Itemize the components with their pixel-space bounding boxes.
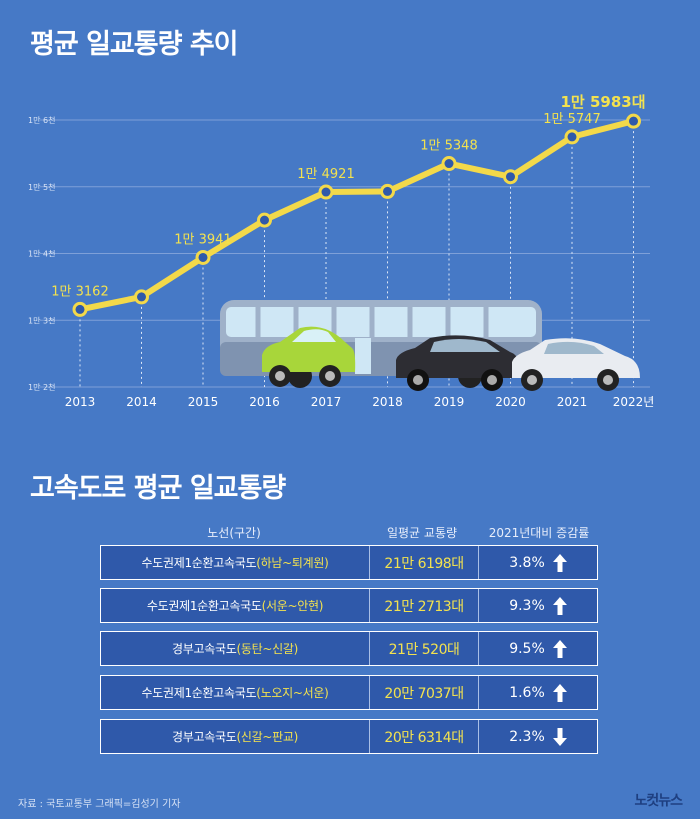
change-cell: 9.5% bbox=[479, 632, 597, 665]
route-cell: 경부고속국도 (신갈~판교) bbox=[101, 720, 369, 753]
traffic-series-line bbox=[77, 118, 637, 313]
table-row: 수도권제1순환고속국도 (서운~안현) 21만 2713대 9.3% bbox=[100, 588, 598, 623]
road-name: 경부고속국도 bbox=[172, 730, 237, 744]
data-point bbox=[195, 249, 211, 265]
change-value: 2.3% bbox=[509, 728, 545, 745]
arrow-up-icon bbox=[552, 683, 567, 702]
route-cell: 수도권제1순환고속국도 (서운~안현) bbox=[101, 589, 369, 622]
table-row: 경부고속국도 (동탄~신갈) 21만 520대 9.5% bbox=[100, 631, 598, 666]
header-traffic: 일평균 교통량 bbox=[386, 526, 458, 540]
y-tick-label: 1만 2천 bbox=[28, 382, 55, 392]
data-point bbox=[626, 113, 641, 129]
segment-name: (노오지~서운) bbox=[256, 686, 329, 700]
table-row: 수도권제1순환고속국도 (하남~퇴계원) 21만 6198대 3.8% bbox=[100, 545, 598, 580]
chart-grid bbox=[40, 119, 650, 388]
segment-name: (동탄~신갈) bbox=[236, 642, 298, 656]
x-tick-label: 2022년 bbox=[613, 395, 655, 409]
route-cell: 수도권제1순환고속국도 (하남~퇴계원) bbox=[101, 546, 369, 579]
x-tick-label: 2018 bbox=[372, 395, 403, 409]
change-value: 9.5% bbox=[509, 640, 545, 657]
chart-title: 평균 일교통량 추이 bbox=[30, 29, 239, 60]
header-change: 2021년대비 증감률 bbox=[488, 526, 590, 540]
y-axis-labels: 1만 2천 1만 3천 1만 4천 1만 5천 1만 6천 bbox=[28, 115, 55, 392]
vehicles-illustration bbox=[220, 300, 640, 391]
data-point bbox=[503, 169, 518, 185]
data-point bbox=[257, 212, 272, 228]
header-route: 노선(구간) bbox=[207, 526, 261, 540]
data-point bbox=[318, 184, 334, 200]
x-tick-label: 2021 bbox=[557, 395, 588, 409]
road-name: 수도권제1순환고속국도 bbox=[141, 686, 257, 700]
data-points bbox=[72, 113, 641, 317]
data-point bbox=[564, 129, 580, 145]
y-tick-label: 1만 6천 bbox=[28, 115, 55, 125]
x-tick-label: 2013 bbox=[65, 395, 96, 409]
arrow-up-icon bbox=[552, 553, 567, 572]
arrow-up-icon bbox=[552, 596, 567, 615]
segment-name: (하남~퇴계원) bbox=[256, 556, 329, 570]
data-label: 1만 5983대 bbox=[560, 93, 645, 111]
y-tick-label: 1만 4천 bbox=[28, 249, 55, 259]
road-name: 수도권제1순환고속국도 bbox=[141, 556, 257, 570]
change-cell: 2.3% bbox=[479, 720, 597, 753]
change-value: 3.8% bbox=[509, 554, 545, 571]
traffic-cell: 21만 6198대 bbox=[369, 546, 479, 579]
x-axis-labels: 2013 2014 2015 2016 2017 2018 2019 2020 2021 2022… bbox=[65, 395, 655, 409]
x-tick-label: 2014 bbox=[126, 395, 157, 409]
data-label: 1만 4921 bbox=[297, 167, 354, 182]
data-label: 1만 3162 bbox=[51, 284, 108, 299]
data-point bbox=[72, 301, 88, 317]
traffic-cell: 20만 6314대 bbox=[369, 720, 479, 753]
table-title: 고속도로 평균 일교통량 bbox=[30, 473, 286, 504]
arrow-up-icon bbox=[552, 639, 567, 658]
source-credit: 자료 : 국토교통부 그래픽=김성기 기자 bbox=[18, 799, 181, 810]
data-point bbox=[441, 156, 457, 172]
change-cell: 3.8% bbox=[479, 546, 597, 579]
data-label: 1만 5348 bbox=[420, 139, 477, 154]
route-cell: 경부고속국도 (동탄~신갈) bbox=[101, 632, 369, 665]
x-tick-label: 2019 bbox=[434, 395, 465, 409]
change-cell: 9.3% bbox=[479, 589, 597, 622]
data-point bbox=[380, 183, 395, 199]
data-point bbox=[134, 289, 149, 305]
green-car-illustration bbox=[262, 326, 356, 387]
traffic-cell: 20만 7037대 bbox=[369, 676, 479, 709]
data-label: 1만 3941 bbox=[174, 232, 231, 247]
route-cell: 수도권제1순환고속국도 (노오지~서운) bbox=[101, 676, 369, 709]
data-label: 1만 5747 bbox=[543, 112, 600, 127]
table-row: 경부고속국도 (신갈~판교) 20만 6314대 2.3% bbox=[100, 719, 598, 754]
x-tick-label: 2017 bbox=[311, 395, 342, 409]
road-name: 경부고속국도 bbox=[172, 642, 237, 656]
y-tick-label: 1만 3천 bbox=[28, 315, 55, 325]
segment-name: (신갈~판교) bbox=[236, 730, 298, 744]
x-tick-label: 2016 bbox=[249, 395, 280, 409]
table-row: 수도권제1순환고속국도 (노오지~서운) 20만 7037대 1.6% bbox=[100, 675, 598, 710]
change-cell: 1.6% bbox=[479, 676, 597, 709]
publisher-logo: 노컷뉴스 bbox=[634, 793, 683, 809]
change-value: 1.6% bbox=[509, 684, 545, 701]
arrow-down-icon bbox=[552, 727, 567, 746]
road-name: 수도권제1순환고속국도 bbox=[146, 599, 262, 613]
traffic-cell: 21만 520대 bbox=[369, 632, 479, 665]
segment-name: (서운~안현) bbox=[261, 599, 324, 613]
dark-car-illustration bbox=[396, 335, 522, 391]
change-value: 9.3% bbox=[509, 597, 545, 614]
traffic-cell: 21만 2713대 bbox=[369, 589, 479, 622]
white-car-illustration bbox=[512, 338, 640, 391]
y-tick-label: 1만 5천 bbox=[28, 182, 55, 192]
x-tick-label: 2020 bbox=[495, 395, 526, 409]
x-tick-label: 2015 bbox=[188, 395, 219, 409]
